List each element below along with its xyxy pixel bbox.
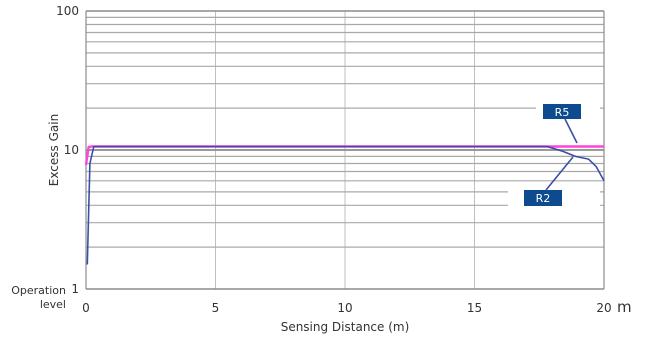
grid-lines [85,10,605,290]
x-tick-label: 15 [467,301,482,315]
y-axis-title: Excess Gain [47,114,61,186]
callout-r5-leader [564,118,578,144]
operation-level-label-line2: level [40,298,66,311]
callout-r2-label: R2 [536,192,551,205]
y-tick-label: 1 [71,282,79,296]
series-layer [84,145,605,265]
y-tick-label: 100 [56,4,79,18]
series-line-r2 [86,145,605,265]
x-tick-label: 20 [596,301,611,315]
y-tick-label: 10 [64,143,79,157]
callout-r2-box [524,190,562,206]
callout-r5-box [543,104,581,119]
x-tick-label: 0 [82,301,90,315]
x-unit-label: m [617,298,632,316]
series-callout-r2: R2 [524,156,574,206]
callout-r5-label: R5 [555,106,570,119]
series-callout-r5: R5 [543,104,581,144]
series-line-r5 [84,145,604,166]
tick-labels: 0 5 10 15 20 1 10 100 [56,4,612,315]
callout-r2-leader [545,156,574,191]
x-tick-label: 5 [212,301,220,315]
operation-level-label-line1: Operation [11,284,66,297]
x-tick-label: 10 [337,301,352,315]
x-axis-title: Sensing Distance (m) [281,320,410,334]
